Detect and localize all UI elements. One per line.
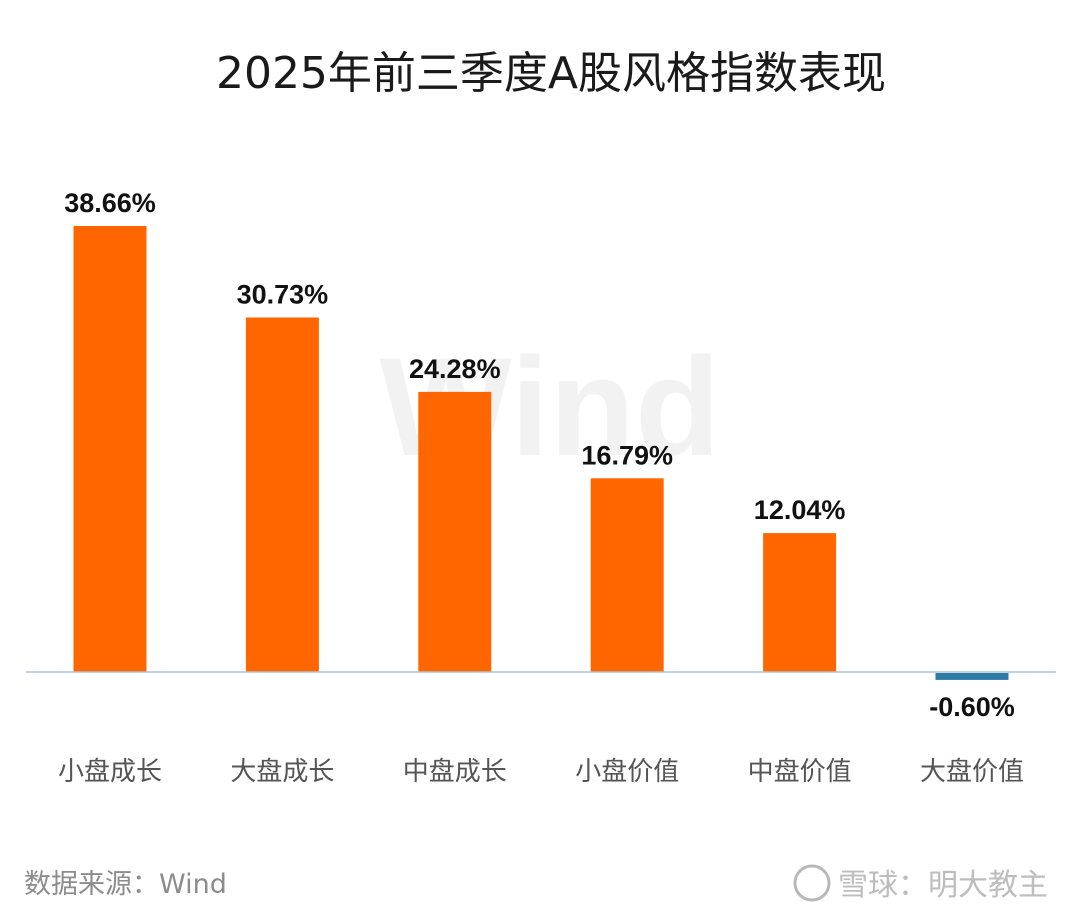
bar-2 xyxy=(245,317,319,672)
data-label-5: 12.04% xyxy=(754,495,846,525)
data-label-3: 24.28% xyxy=(409,354,501,384)
data-label-4: 16.79% xyxy=(581,440,673,470)
bar-4 xyxy=(590,478,664,672)
data-label-6: -0.60% xyxy=(929,692,1015,722)
bars-group: 38.66% 小盘成长 30.73% 大盘成长 24.28% 中盘成长 16.79% 小盘价值… xyxy=(58,188,1024,787)
credit-text: 雪球：明大教主 xyxy=(838,868,1048,903)
category-label-4: 小盘价值 xyxy=(575,757,679,787)
bar-6 xyxy=(935,673,1009,680)
source-note: 数据来源：Wind xyxy=(24,869,227,900)
bar-5 xyxy=(763,533,837,672)
bar-1 xyxy=(73,226,147,672)
data-label-1: 38.66% xyxy=(64,188,156,218)
credit-mark: 雪球：明大教主 xyxy=(793,864,1048,903)
category-label-3: 中盘成长 xyxy=(403,757,507,787)
data-label-2: 30.73% xyxy=(237,279,329,309)
chart-title: 2025年前三季度A股风格指数表现 xyxy=(216,48,886,99)
category-label-5: 中盘价值 xyxy=(748,757,852,787)
bar-3 xyxy=(418,391,492,672)
snowball-logo-icon xyxy=(793,864,831,902)
category-label-6: 大盘价值 xyxy=(920,757,1024,787)
category-label-1: 小盘成长 xyxy=(58,757,162,787)
category-label-2: 大盘成长 xyxy=(230,757,334,787)
